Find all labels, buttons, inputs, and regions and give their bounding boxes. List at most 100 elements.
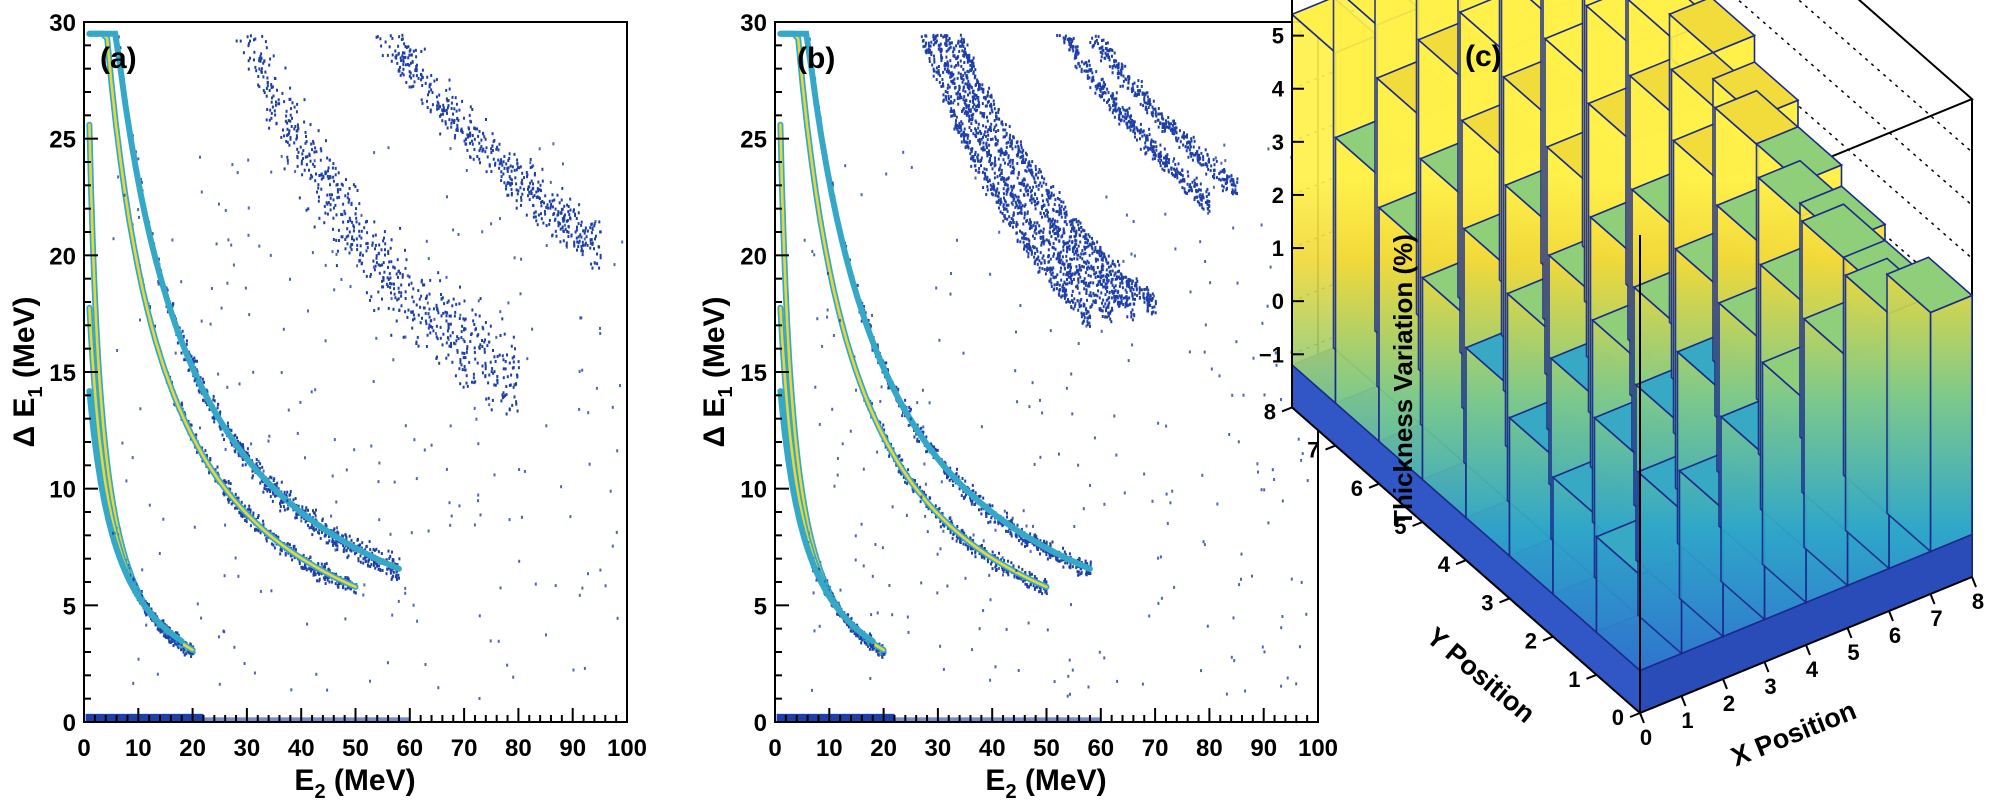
hist-cell [323,562,326,566]
hist-cell [425,322,428,326]
hist-cell [315,172,317,176]
hist-cell [558,201,561,205]
hist-cell [391,613,394,617]
x-tick-label: 60 [396,735,423,762]
hist-cell [466,345,469,349]
hist-cell [429,108,432,112]
hist-cell [318,174,321,177]
hist-cell [183,653,186,657]
hist-cell [361,261,363,265]
hist-cell [221,433,224,437]
hist-cell [311,148,313,152]
hist-cell [286,155,289,159]
hist-cell [401,54,404,58]
hist-cell [420,280,423,284]
hist-cell [465,142,468,146]
hist-cell [506,663,509,667]
hist-cell [404,591,407,595]
hist-cell [447,325,450,329]
hist-cell [246,451,249,455]
hist-cell [470,333,473,336]
hist-cell [410,281,413,285]
hist-cell [427,312,430,316]
hist-cell [578,593,581,597]
hist-cell [471,142,474,146]
hist-cell [421,84,424,87]
hist-cell [478,129,481,133]
hist-cell [222,479,225,483]
hist-cell [563,204,566,208]
hist-cell [249,56,251,60]
hist-cell [982,555,985,558]
hist-cell [475,417,478,421]
hist-cell [279,548,282,552]
hist-cell [380,248,383,252]
hist-cell [392,570,395,574]
hist-cell [499,217,501,221]
hist-cell [412,300,415,304]
hist-cell [327,576,330,580]
hist-cell [445,97,448,101]
hist-cell [259,589,262,593]
hist-cell [513,395,516,399]
hist-cell [557,210,560,214]
hist-cell [441,343,444,347]
hist-cell [521,192,524,196]
hist-cell [389,554,392,558]
hist-cell [570,233,573,237]
hist-cell [955,535,958,538]
hist-cell [295,516,298,520]
hist-cell [382,278,385,282]
hist-cell [336,548,339,552]
hist-cell [218,635,220,639]
hist-cell [460,127,463,131]
hist-cell [180,280,183,284]
hist-cell [383,270,386,274]
hist-cell [459,285,461,289]
hist-cell [560,485,563,489]
hist-cell [286,499,289,503]
hist-cell [335,539,338,543]
hist-cell [482,131,484,135]
hist-cell [473,148,476,151]
hist-cell [402,58,405,62]
hist-cell [193,525,196,529]
hist-cell [450,121,453,125]
hist-cell [339,188,342,191]
hist-cell [213,420,216,424]
hist-cell [560,211,563,215]
hist-cell [265,118,268,122]
hist-cell [401,37,404,41]
hist-cell [567,205,570,208]
hist-cell [415,303,418,307]
hist-cell [247,59,250,63]
hist-cell [382,261,385,265]
hist-cell [296,102,299,106]
hist-cell [561,225,564,229]
hist-cell [234,492,237,496]
hist-cell [255,69,258,73]
hist-cell [446,126,449,130]
hist-cell [341,534,344,538]
hist-cell [244,519,247,522]
hist-cell [216,406,219,410]
hist-cell [280,154,283,158]
hist-cell [961,528,964,532]
hist-cell [444,310,447,314]
hist-cell [404,310,407,314]
hist-cell [352,542,355,545]
hist-cell [580,316,583,320]
hist-cell [283,490,286,494]
hist-cell [448,314,451,318]
hist-cell [585,235,588,239]
hist-cell [393,282,395,286]
hist-cell [497,158,500,162]
hist-cell [270,170,273,174]
hist-cell [274,483,277,487]
hist-cell [324,534,327,538]
hist-cell [404,45,407,48]
hist-cell [131,456,134,460]
hist-cell [532,182,534,186]
hist-cell [488,373,491,377]
hist-cell [324,211,327,215]
